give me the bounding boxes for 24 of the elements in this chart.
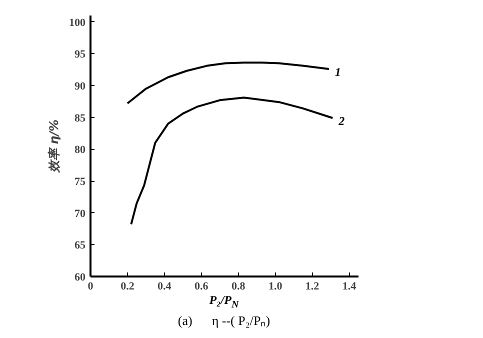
- x-tick-label: 0.2: [120, 280, 135, 292]
- x-tick-label: 1.2: [305, 280, 320, 292]
- y-tick-label: 100: [69, 16, 86, 29]
- y-tick-label: 85: [74, 112, 86, 124]
- y-tick-label: 80: [74, 144, 86, 156]
- x-tick-label: 0.6: [194, 280, 209, 292]
- text: (a) η --( P₂/Pₙ): [176, 312, 272, 330]
- y-tick-label: 95: [74, 48, 86, 61]
- x-tick-label: 1.4: [342, 280, 357, 292]
- y-tick-label: 90: [74, 80, 86, 93]
- x-tick-label: 0.8: [231, 280, 246, 292]
- y-tick-label: 70: [74, 208, 86, 220]
- y-tick-label: 60: [74, 272, 86, 284]
- line-series: [130, 96, 334, 226]
- y-tick-label: 75: [74, 176, 86, 188]
- x-tick-label: 1.0: [268, 280, 283, 292]
- series-label: 2: [338, 114, 345, 128]
- x-tick-label: 0: [88, 280, 94, 292]
- y-axis-title: 效率 η/%: [47, 119, 61, 174]
- x-axis-title: P₂/P$_{N}$: [208, 292, 240, 312]
- line-series: [126, 62, 330, 104]
- y-tick-label: 65: [74, 240, 86, 252]
- series-label: 1: [334, 64, 341, 79]
- x-tick-label: 0.4: [158, 280, 172, 292]
